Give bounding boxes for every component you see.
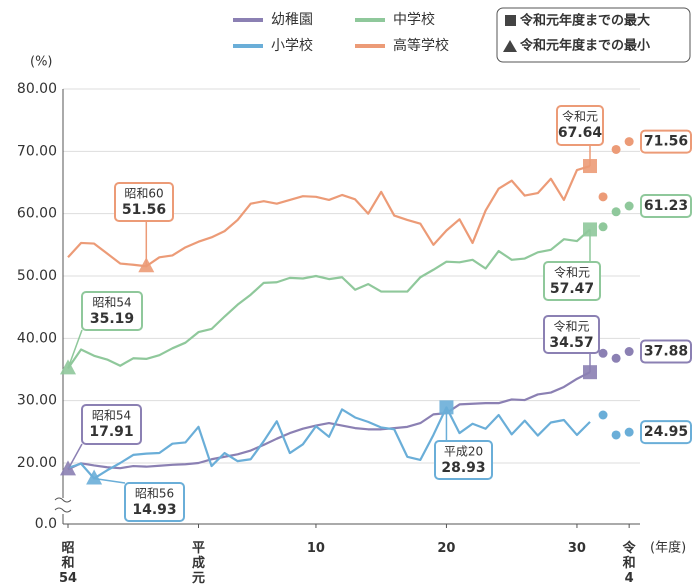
y-tick-label: 30.00 xyxy=(17,393,57,409)
annotation-label: 昭和56 xyxy=(135,487,174,501)
annotation-label: 昭和54 xyxy=(92,296,131,310)
series-dot xyxy=(611,144,621,154)
series-dot xyxy=(624,427,634,437)
annotation-box xyxy=(124,482,185,522)
y-tick-label: 50.00 xyxy=(17,268,57,284)
x-tick-label: 10 xyxy=(307,541,325,556)
annotation-box xyxy=(543,315,600,354)
series-dot xyxy=(611,430,621,440)
annotation-value: 35.19 xyxy=(90,311,134,327)
y-tick-label: 80.00 xyxy=(17,81,57,97)
note-min: 令和元年度までの最小 xyxy=(520,38,650,54)
x-tick-label: 令和 4 xyxy=(623,540,637,585)
annotation-label: 令和元 xyxy=(553,319,589,334)
note-max: 令和元年度までの最大 xyxy=(520,13,650,29)
note-box xyxy=(496,7,691,63)
annotation-label: 令和元 xyxy=(554,265,590,280)
end-label-box xyxy=(640,129,692,154)
series-dot xyxy=(624,347,634,357)
series-line xyxy=(67,371,591,471)
min-marker xyxy=(86,469,103,485)
y-tick-label: 60.00 xyxy=(17,206,57,222)
series-line xyxy=(67,406,591,480)
triangle-icon xyxy=(503,40,517,52)
annotation-box xyxy=(543,261,601,301)
series-dot xyxy=(611,353,621,363)
y-unit: (%) xyxy=(30,55,53,70)
annotation-value: 17.91 xyxy=(89,424,133,440)
y-tick-label: 0.0 xyxy=(35,516,57,532)
axis-break xyxy=(54,497,72,513)
annotation-box xyxy=(434,440,493,480)
annotation-label: 昭和60 xyxy=(124,187,163,201)
annotation-label: 平成20 xyxy=(444,445,483,459)
series-dot xyxy=(598,222,608,232)
series-dot xyxy=(624,201,634,211)
legend-label: 高等学校 xyxy=(393,37,449,54)
x-tick-label: 昭和 54 xyxy=(59,541,77,585)
end-label: 61.23 xyxy=(644,198,688,214)
annotation-box xyxy=(556,105,604,146)
annotation-value: 34.57 xyxy=(549,335,593,351)
y-tick-label: 20.00 xyxy=(17,455,57,471)
annotation-box xyxy=(81,291,143,331)
annotation-box xyxy=(114,182,174,222)
annotation-label: 令和元 xyxy=(562,109,598,124)
series-line xyxy=(67,164,591,268)
annotation-label: 昭和54 xyxy=(92,409,131,423)
legend-label: 小学校 xyxy=(271,37,313,54)
annotation-value: 14.93 xyxy=(132,502,176,518)
leader-line xyxy=(93,477,126,484)
square-icon xyxy=(505,15,516,26)
y-tick-label: 70.00 xyxy=(17,143,57,159)
end-label: 71.56 xyxy=(644,134,688,150)
y-tick-label: 40.00 xyxy=(17,330,57,346)
annotation-value: 51.56 xyxy=(122,202,166,218)
series-dot xyxy=(598,410,608,420)
series-dot xyxy=(598,348,608,358)
series-line xyxy=(67,228,591,369)
annotation-box xyxy=(81,404,142,445)
x-unit: (年度) xyxy=(650,540,686,556)
series-dot xyxy=(611,207,621,217)
annotation-value: 28.93 xyxy=(441,460,485,476)
legend-label: 幼稚園 xyxy=(271,12,313,28)
end-label-box xyxy=(640,420,692,445)
x-tick-label: 20 xyxy=(437,541,455,556)
leader-line xyxy=(67,329,83,369)
end-label: 37.88 xyxy=(644,344,688,360)
legend-label: 中学校 xyxy=(393,11,435,28)
end-label: 24.95 xyxy=(644,424,688,440)
end-label-box xyxy=(640,193,692,218)
x-tick-label: 30 xyxy=(568,541,586,556)
annotation-value: 67.64 xyxy=(558,125,603,141)
x-tick-label: 平成元 xyxy=(192,541,205,585)
end-label-box xyxy=(640,339,692,364)
series-dot xyxy=(624,137,634,147)
annotation-value: 57.47 xyxy=(550,281,594,297)
leader-line xyxy=(67,443,83,470)
series-dot xyxy=(598,192,608,202)
